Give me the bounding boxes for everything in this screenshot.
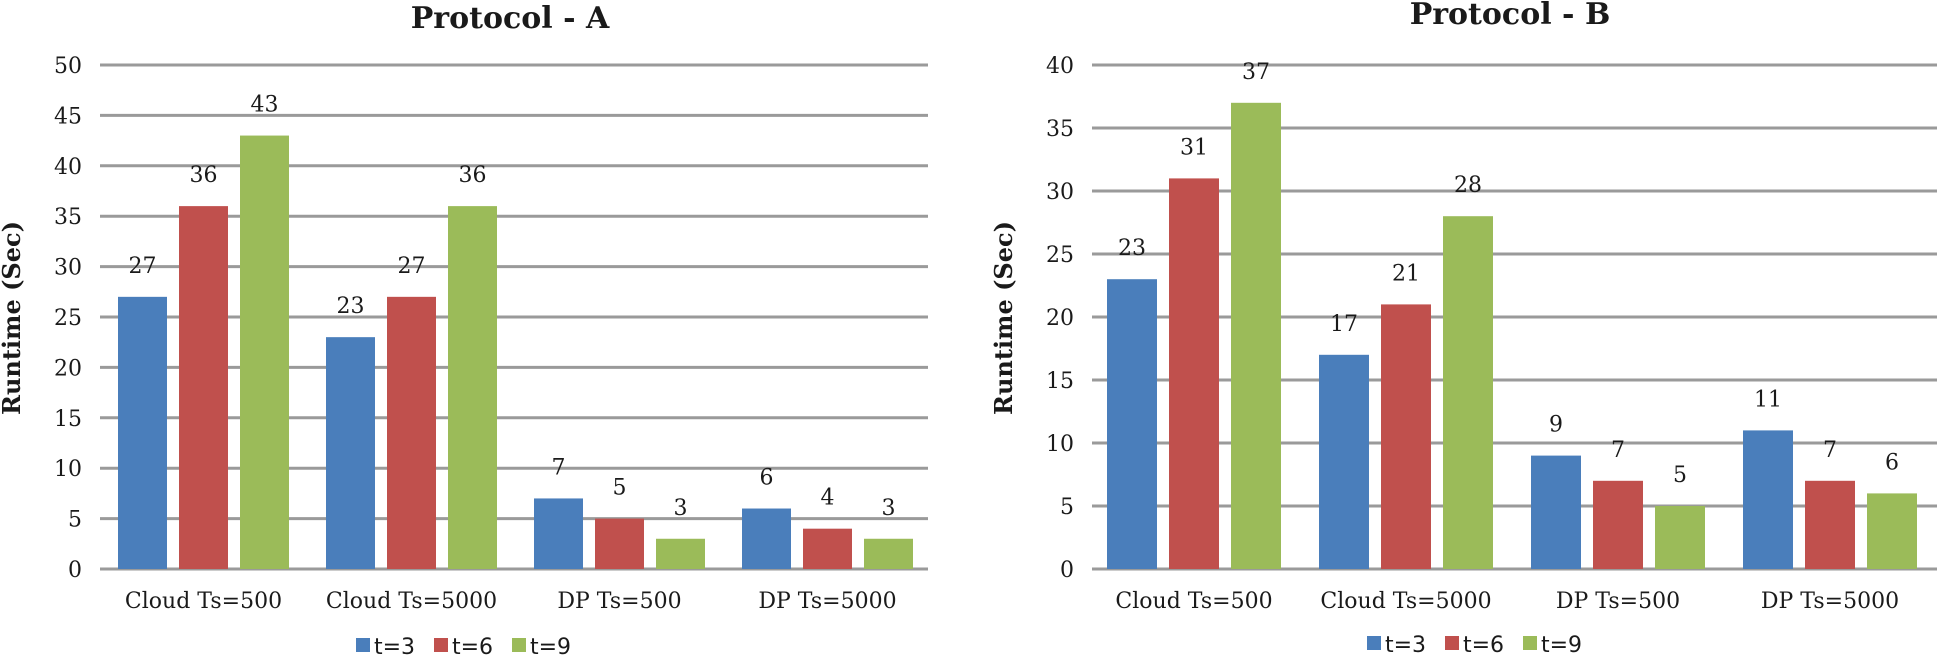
chart-a-data-label: 7 xyxy=(552,455,566,480)
chart-a-y-tick-label: 50 xyxy=(54,54,82,79)
chart-a-y-tick-label: 15 xyxy=(54,407,82,432)
chart-b-category-label: DP Ts=5000 xyxy=(1761,589,1899,614)
chart-a-y-axis-label: Runtime (Sec) xyxy=(0,221,26,415)
legend-label-t9: t=9 xyxy=(1541,633,1582,658)
chart-a-y-tick-label: 0 xyxy=(68,558,82,583)
chart-b-y-tick-label: 0 xyxy=(1060,558,1074,583)
chart-a-bar-t6 xyxy=(803,528,852,569)
chart-b-y-tick-label: 35 xyxy=(1046,117,1074,142)
chart-b-bar-t9 xyxy=(1231,102,1281,570)
chart-b-y-tick-label: 10 xyxy=(1046,432,1074,457)
chart-a-bar-t3 xyxy=(326,337,375,569)
chart-a-y-tick-label: 25 xyxy=(54,306,82,331)
chart-a-y-tick-label: 35 xyxy=(54,205,82,230)
chart-b-y-tick-label: 25 xyxy=(1046,243,1074,268)
chart-b-bar-t3 xyxy=(1743,430,1793,569)
chart-a-title: Protocol - A xyxy=(411,1,610,36)
chart-a-y-tick-label: 45 xyxy=(54,104,82,129)
chart-b-legend: t=3 t=6 t=9 xyxy=(1367,633,1582,658)
legend-swatch-t9 xyxy=(1523,636,1537,650)
chart-a-category-label: DP Ts=500 xyxy=(557,589,681,614)
chart-b-data-label: 6 xyxy=(1885,450,1899,475)
chart-b-y-tick-label: 40 xyxy=(1046,54,1074,79)
legend-swatch-t3 xyxy=(1367,636,1381,650)
chart-b-y-tick-label: 15 xyxy=(1046,369,1074,394)
chart-a-bar-t3 xyxy=(534,498,583,569)
chart-b-category-label: Cloud Ts=500 xyxy=(1115,589,1272,614)
chart-a-bar-t6 xyxy=(595,518,644,569)
chart-a-data-label: 3 xyxy=(882,496,896,521)
chart-b-bar-t6 xyxy=(1169,178,1219,569)
chart-b-data-label: 17 xyxy=(1330,312,1358,337)
chart-b-category-label: Cloud Ts=5000 xyxy=(1320,589,1491,614)
chart-a-category-label: DP Ts=5000 xyxy=(758,589,896,614)
legend-swatch-t9 xyxy=(512,638,526,652)
chart-b-data-label: 7 xyxy=(1611,438,1625,463)
chart-b-bar-t6 xyxy=(1805,480,1855,569)
chart-b-data-label: 7 xyxy=(1823,438,1837,463)
chart-a-y-tick-label: 40 xyxy=(54,155,82,180)
chart-b-bar-t3 xyxy=(1319,354,1369,569)
chart-b-plot-area: 0 5 10 15 20 25 30 35 40 23 31 37 Cloud Ts=500 17 21 28… xyxy=(1046,54,1937,614)
chart-b-data-label: 31 xyxy=(1180,135,1208,160)
legend-label-t6: t=6 xyxy=(452,635,493,659)
chart-a-category-label: Cloud Ts=500 xyxy=(125,589,282,614)
chart-a-bar-t9 xyxy=(656,538,705,569)
chart-a-bar-t6 xyxy=(179,206,228,569)
chart-b-y-tick-label: 20 xyxy=(1046,306,1074,331)
legend-label-t6: t=6 xyxy=(1463,633,1504,658)
chart-a-data-label: 27 xyxy=(398,254,426,279)
chart-a-category-label: Cloud Ts=5000 xyxy=(326,589,497,614)
chart-b-bar-t3 xyxy=(1531,455,1581,569)
chart-b-data-label: 5 xyxy=(1673,463,1687,488)
chart-b-y-tick-label: 30 xyxy=(1046,180,1074,205)
chart-a-legend: t=3 t=6 t=9 xyxy=(356,635,571,659)
chart-a-y-tick-label: 20 xyxy=(54,356,82,381)
chart-a-data-label: 6 xyxy=(760,466,774,491)
chart-a-bar-t9 xyxy=(448,206,497,569)
chart-b-bar-t6 xyxy=(1381,304,1431,569)
chart-a-bar-t3 xyxy=(742,508,791,569)
chart-b-bar-t9 xyxy=(1655,506,1705,569)
chart-a-y-tick-label: 10 xyxy=(54,457,82,482)
chart-b-category-label: DP Ts=500 xyxy=(1556,589,1680,614)
chart-b-bar-t9 xyxy=(1867,493,1917,569)
chart-b-y-axis-label: Runtime (Sec) xyxy=(989,221,1018,415)
legend-swatch-t6 xyxy=(1445,636,1459,650)
chart-a-data-label: 5 xyxy=(613,476,627,501)
chart-a-bar-t9 xyxy=(240,135,289,569)
chart-a-bar-t3 xyxy=(118,296,167,569)
legend-swatch-t6 xyxy=(434,638,448,652)
chart-protocol-b: Protocol - B Runtime (Sec) 0 5 10 15 20 25 30 3… xyxy=(989,0,1937,658)
chart-a-y-tick-label: 5 xyxy=(68,508,82,533)
chart-a-y-tick-label: 30 xyxy=(54,256,82,281)
chart-a-data-label: 36 xyxy=(190,163,218,188)
chart-a-data-label: 3 xyxy=(674,496,688,521)
chart-a-bar-t6 xyxy=(387,296,436,569)
chart-b-data-label: 37 xyxy=(1242,60,1270,85)
chart-protocol-a: Protocol - A Runtime (Sec) 0 5 10 15 20 25 30 3… xyxy=(0,1,928,659)
chart-a-data-label: 43 xyxy=(251,93,279,118)
chart-b-data-label: 11 xyxy=(1754,387,1782,412)
chart-b-data-label: 23 xyxy=(1118,236,1146,261)
chart-b-bar-t9 xyxy=(1443,216,1493,569)
chart-b-y-tick-label: 5 xyxy=(1060,495,1074,520)
chart-a-bar-t9 xyxy=(864,538,913,569)
chart-a-data-label: 23 xyxy=(337,294,365,319)
chart-a-data-label: 27 xyxy=(129,254,157,279)
chart-b-title: Protocol - B xyxy=(1410,0,1611,32)
chart-a-data-label: 4 xyxy=(821,486,835,511)
legend-swatch-t3 xyxy=(356,638,370,652)
chart-b-data-label: 28 xyxy=(1454,173,1482,198)
legend-label-t9: t=9 xyxy=(530,635,571,659)
legend-label-t3: t=3 xyxy=(1385,633,1426,658)
legend-label-t3: t=3 xyxy=(374,635,415,659)
chart-b-bar-t3 xyxy=(1107,279,1157,569)
chart-a-data-label: 36 xyxy=(459,163,487,188)
chart-b-data-label: 21 xyxy=(1392,261,1420,286)
chart-b-bar-t6 xyxy=(1593,480,1643,569)
chart-b-data-label: 9 xyxy=(1549,413,1563,438)
